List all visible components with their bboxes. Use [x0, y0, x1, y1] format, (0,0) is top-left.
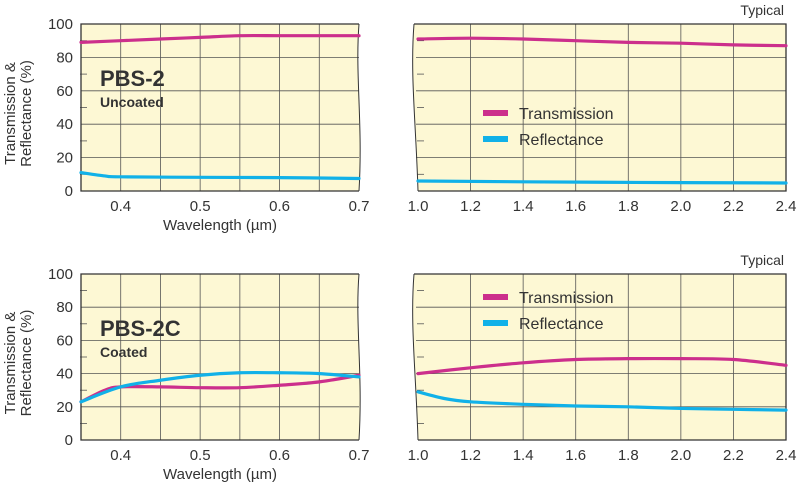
plot-background — [412, 24, 786, 191]
series-line-reflectance — [79, 171, 361, 181]
y-tick-label: 100 — [48, 266, 73, 283]
axis-frame — [414, 273, 787, 441]
product-subtitle: Coated — [100, 344, 147, 360]
x-tick-label: 2.4 — [776, 198, 797, 215]
x-tick-label: 1.2 — [460, 198, 481, 215]
axis-break — [412, 23, 419, 192]
x-axis-label: Wavelength (µm) — [163, 217, 277, 234]
axis-break — [357, 273, 361, 441]
y-axis-label: Reflectance (%) — [18, 60, 35, 167]
axis-frame — [414, 23, 787, 192]
x-tick-label: 1.8 — [618, 198, 639, 215]
series-line-transmission — [79, 373, 361, 404]
y-tick-label: 100 — [48, 16, 73, 33]
x-tick-label: 1.6 — [565, 198, 586, 215]
product-title: PBS-2C — [100, 316, 181, 341]
series-line-transmission — [416, 36, 788, 48]
x-tick-label: 1.0 — [408, 198, 429, 215]
y-tick-label: 0 — [65, 432, 73, 449]
series-line-transmission — [416, 356, 788, 376]
x-tick-label: 2.2 — [723, 198, 744, 215]
axis-frame — [80, 273, 359, 441]
x-tick-label: 1.8 — [618, 447, 639, 464]
typical-note: Typical — [740, 252, 784, 268]
x-tick-label: 0.5 — [190, 447, 211, 464]
x-tick-label: 1.2 — [460, 447, 481, 464]
y-tick-label: 60 — [56, 83, 73, 100]
x-tick-label: 0.4 — [110, 447, 131, 464]
series-line-reflectance — [416, 390, 788, 412]
y-axis-label: Transmission & — [2, 62, 19, 165]
product-subtitle: Uncoated — [100, 94, 164, 110]
chart-panel-1: 0.4 0.5 0.6 0.7 0 20 40 60 80 100 Wavelength (µm) T… — [2, 16, 369, 234]
y-tick-label: 40 — [56, 366, 73, 383]
x-tick-label: 0.4 — [110, 198, 131, 215]
x-tick-label: 2.4 — [776, 447, 797, 464]
chart-panel-3: 0.4 0.5 0.6 0.7 0 20 40 60 80 100 Wavelength (µm) T… — [2, 266, 369, 483]
typical-note: Typical — [740, 2, 784, 18]
y-axis-label: Reflectance (%) — [18, 310, 35, 417]
plot-background — [412, 274, 786, 440]
legend-label-transmission: Transmission — [519, 290, 614, 307]
y-tick-label: 0 — [65, 183, 73, 200]
series-line-reflectance — [79, 370, 361, 404]
x-tick-label: 1.4 — [513, 198, 534, 215]
x-tick-label: 0.5 — [190, 198, 211, 215]
y-tick-label: 80 — [56, 299, 73, 316]
y-tick-label: 40 — [56, 116, 73, 133]
x-tick-label: 0.7 — [349, 198, 370, 215]
y-tick-label: 60 — [56, 332, 73, 349]
y-tick-label: 80 — [56, 49, 73, 66]
x-tick-label: 2.0 — [670, 447, 691, 464]
series-line-reflectance — [416, 179, 788, 185]
x-tick-label: 1.0 — [408, 447, 429, 464]
legend-label-reflectance: Reflectance — [519, 316, 604, 333]
x-axis-label: Wavelength (µm) — [163, 466, 277, 483]
y-tick-label: 20 — [56, 399, 73, 416]
product-title: PBS-2 — [100, 66, 165, 91]
legend-label-reflectance: Reflectance — [519, 132, 604, 149]
x-tick-label: 0.6 — [269, 198, 290, 215]
x-tick-label: 1.6 — [565, 447, 586, 464]
x-tick-label: 2.0 — [670, 198, 691, 215]
chart-panel-2: 1.0 1.2 1.4 1.6 1.8 2.0 2.2 2.4 Typical Transmiss… — [408, 2, 797, 215]
plot-background — [81, 24, 361, 191]
x-tick-label: 1.4 — [513, 447, 534, 464]
chart-panel-4: 1.0 1.2 1.4 1.6 1.8 2.0 2.2 2.4 Typical Transmiss… — [408, 252, 797, 464]
x-tick-label: 0.6 — [269, 447, 290, 464]
y-tick-label: 20 — [56, 150, 73, 167]
axis-break — [357, 23, 361, 192]
axis-frame — [80, 23, 359, 192]
x-tick-label: 0.7 — [349, 447, 370, 464]
y-axis-label: Transmission & — [2, 312, 19, 415]
axis-break — [412, 273, 419, 441]
legend-label-transmission: Transmission — [519, 106, 614, 123]
plot-background — [81, 274, 361, 440]
x-tick-label: 2.2 — [723, 447, 744, 464]
series-line-transmission — [79, 33, 361, 44]
